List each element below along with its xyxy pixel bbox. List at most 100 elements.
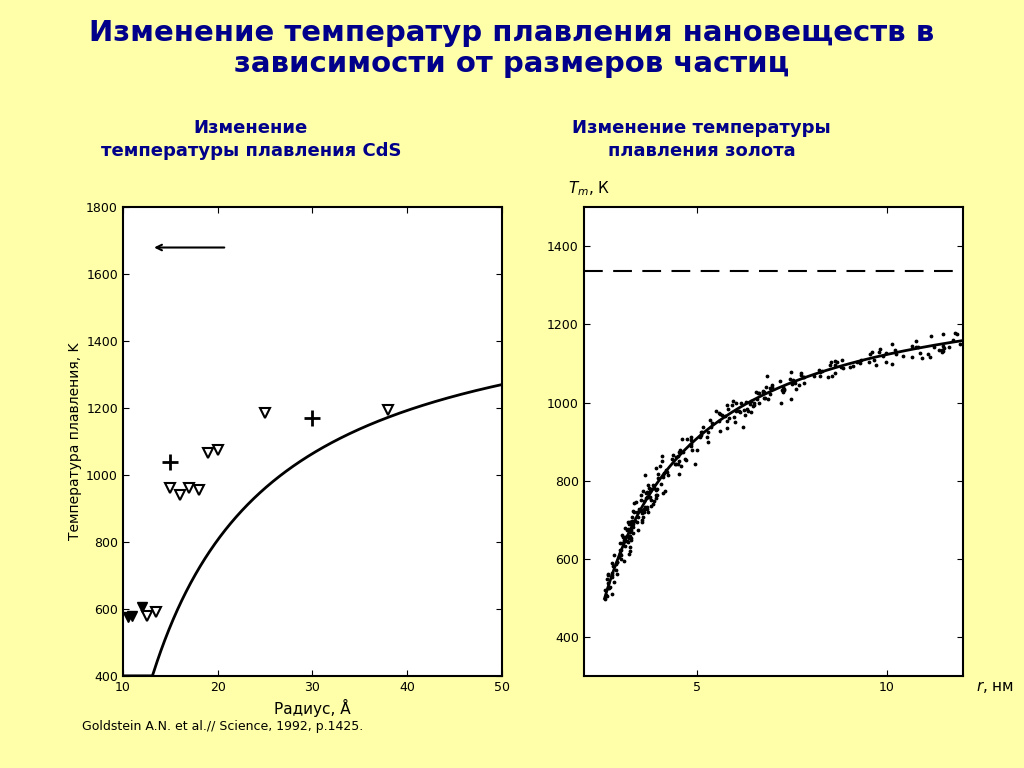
Point	[625, 527, 641, 539]
Point	[935, 345, 951, 357]
Point	[745, 396, 762, 409]
Point	[642, 485, 658, 498]
Point	[699, 435, 716, 448]
Point	[601, 581, 617, 594]
Point	[634, 516, 650, 528]
Point	[793, 369, 809, 381]
Point	[730, 405, 746, 417]
Point	[624, 515, 640, 527]
Point	[668, 451, 684, 463]
Point	[612, 549, 629, 561]
Point	[762, 382, 778, 394]
Point	[714, 409, 730, 422]
Point	[671, 455, 687, 467]
Point	[639, 503, 655, 515]
Point	[609, 568, 626, 581]
Point	[648, 488, 665, 501]
Point	[620, 530, 636, 542]
Text: $T_m$, К: $T_m$, К	[568, 180, 610, 198]
Point	[726, 411, 742, 423]
Text: Изменение температур плавления нановеществ в: Изменение температур плавления нановещес…	[89, 19, 935, 47]
Point	[827, 359, 844, 372]
Point	[852, 356, 868, 369]
Point	[907, 341, 924, 353]
Point	[912, 346, 929, 359]
Point	[941, 341, 957, 353]
Point	[864, 346, 881, 358]
Point	[627, 515, 643, 527]
Point	[613, 553, 630, 565]
Point	[655, 467, 672, 479]
Point	[613, 537, 630, 549]
Point	[711, 415, 727, 428]
Text: температуры плавления CdS: температуры плавления CdS	[100, 142, 401, 160]
Point	[649, 472, 666, 485]
Point	[611, 544, 628, 556]
Point	[741, 399, 758, 411]
Point	[812, 370, 828, 382]
Point	[667, 458, 683, 471]
Point	[605, 576, 622, 588]
Point	[862, 348, 879, 360]
Point	[620, 524, 636, 536]
Point	[944, 334, 961, 346]
Point	[721, 412, 737, 424]
Point	[775, 380, 792, 392]
Point	[904, 351, 921, 363]
Point	[878, 356, 894, 369]
Point	[782, 393, 799, 406]
Point	[842, 361, 858, 373]
Point	[642, 499, 658, 511]
Point	[762, 389, 778, 401]
Point	[635, 485, 651, 498]
Point	[887, 344, 903, 356]
Point	[853, 353, 869, 366]
Point	[641, 492, 657, 504]
Point	[633, 504, 649, 516]
Point	[796, 377, 812, 389]
Point	[640, 482, 656, 495]
Point	[694, 421, 711, 433]
Point	[903, 340, 920, 353]
Point	[764, 381, 780, 393]
Text: Изменение: Изменение	[194, 119, 308, 137]
Point	[643, 482, 659, 495]
Point	[629, 515, 645, 528]
Point	[920, 348, 936, 360]
Point	[613, 544, 630, 556]
Point	[727, 416, 743, 429]
Point	[947, 327, 964, 339]
Point	[951, 338, 968, 350]
Point	[615, 531, 632, 543]
Point	[757, 392, 773, 404]
Point	[935, 328, 951, 340]
Point	[783, 378, 800, 390]
Point	[639, 491, 655, 503]
Point	[617, 531, 634, 543]
Point	[934, 339, 950, 352]
Point	[755, 386, 771, 399]
Point	[672, 444, 688, 456]
Point	[635, 511, 651, 524]
Point	[756, 386, 772, 399]
Point	[934, 344, 950, 356]
Point	[625, 505, 641, 517]
Point	[607, 564, 624, 576]
Point	[656, 485, 673, 497]
Point	[621, 531, 637, 544]
Point	[712, 408, 728, 420]
Point	[776, 383, 793, 396]
Point	[811, 366, 827, 378]
Point	[758, 381, 774, 393]
Point	[865, 354, 882, 366]
Text: $r$, нм: $r$, нм	[976, 680, 1014, 695]
Point	[719, 422, 735, 435]
Point	[756, 392, 772, 404]
Point	[694, 426, 711, 439]
Point	[692, 426, 709, 439]
Text: плавления золота: плавления золота	[607, 142, 796, 160]
Point	[603, 588, 620, 601]
Point	[871, 343, 888, 356]
Point	[913, 352, 930, 364]
Point	[823, 356, 840, 368]
